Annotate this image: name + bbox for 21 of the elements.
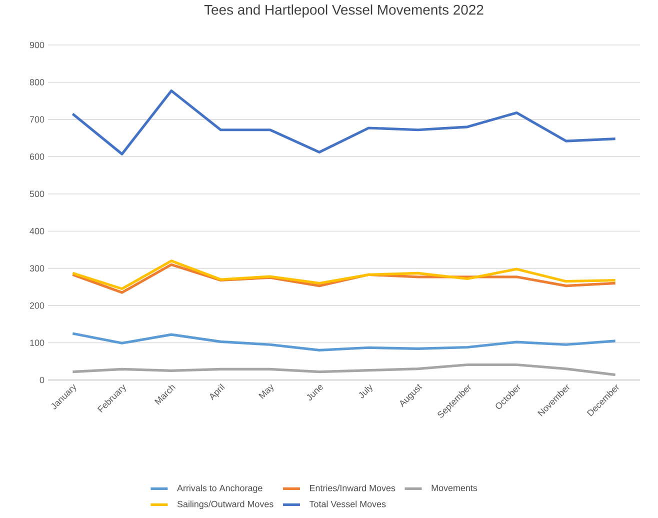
legend-label: Movements: [432, 484, 478, 492]
y-tick-label: 700: [30, 116, 44, 123]
y-tick-label: 200: [30, 302, 44, 309]
y-tick-label: 100: [30, 340, 44, 346]
legend-label: Arrivals to Anchorage: [177, 484, 262, 494]
x-tick-label: July: [358, 384, 372, 398]
legend-label: Entries/Inward Moves: [310, 484, 396, 492]
legend-label: Total Vessel Moves: [309, 500, 386, 508]
y-tick-label: 300: [30, 265, 44, 272]
line-series: [71, 332, 617, 352]
legend-label: Sailings/Outward Moves: [177, 500, 274, 510]
chart-title: Tees and Hartlepool Vessel Movements 2022: [204, 4, 484, 18]
y-tick-label: 400: [30, 228, 44, 234]
y-tick-label: 600: [30, 153, 44, 160]
y-tick-label: 800: [30, 79, 44, 86]
line-series: [71, 363, 617, 376]
y-tick-label: 500: [30, 190, 44, 198]
y-tick-label: 0: [40, 376, 44, 384]
y-tick-label: 900: [30, 42, 44, 48]
x-tick-label: May: [258, 384, 274, 399]
line-series: [71, 89, 617, 156]
